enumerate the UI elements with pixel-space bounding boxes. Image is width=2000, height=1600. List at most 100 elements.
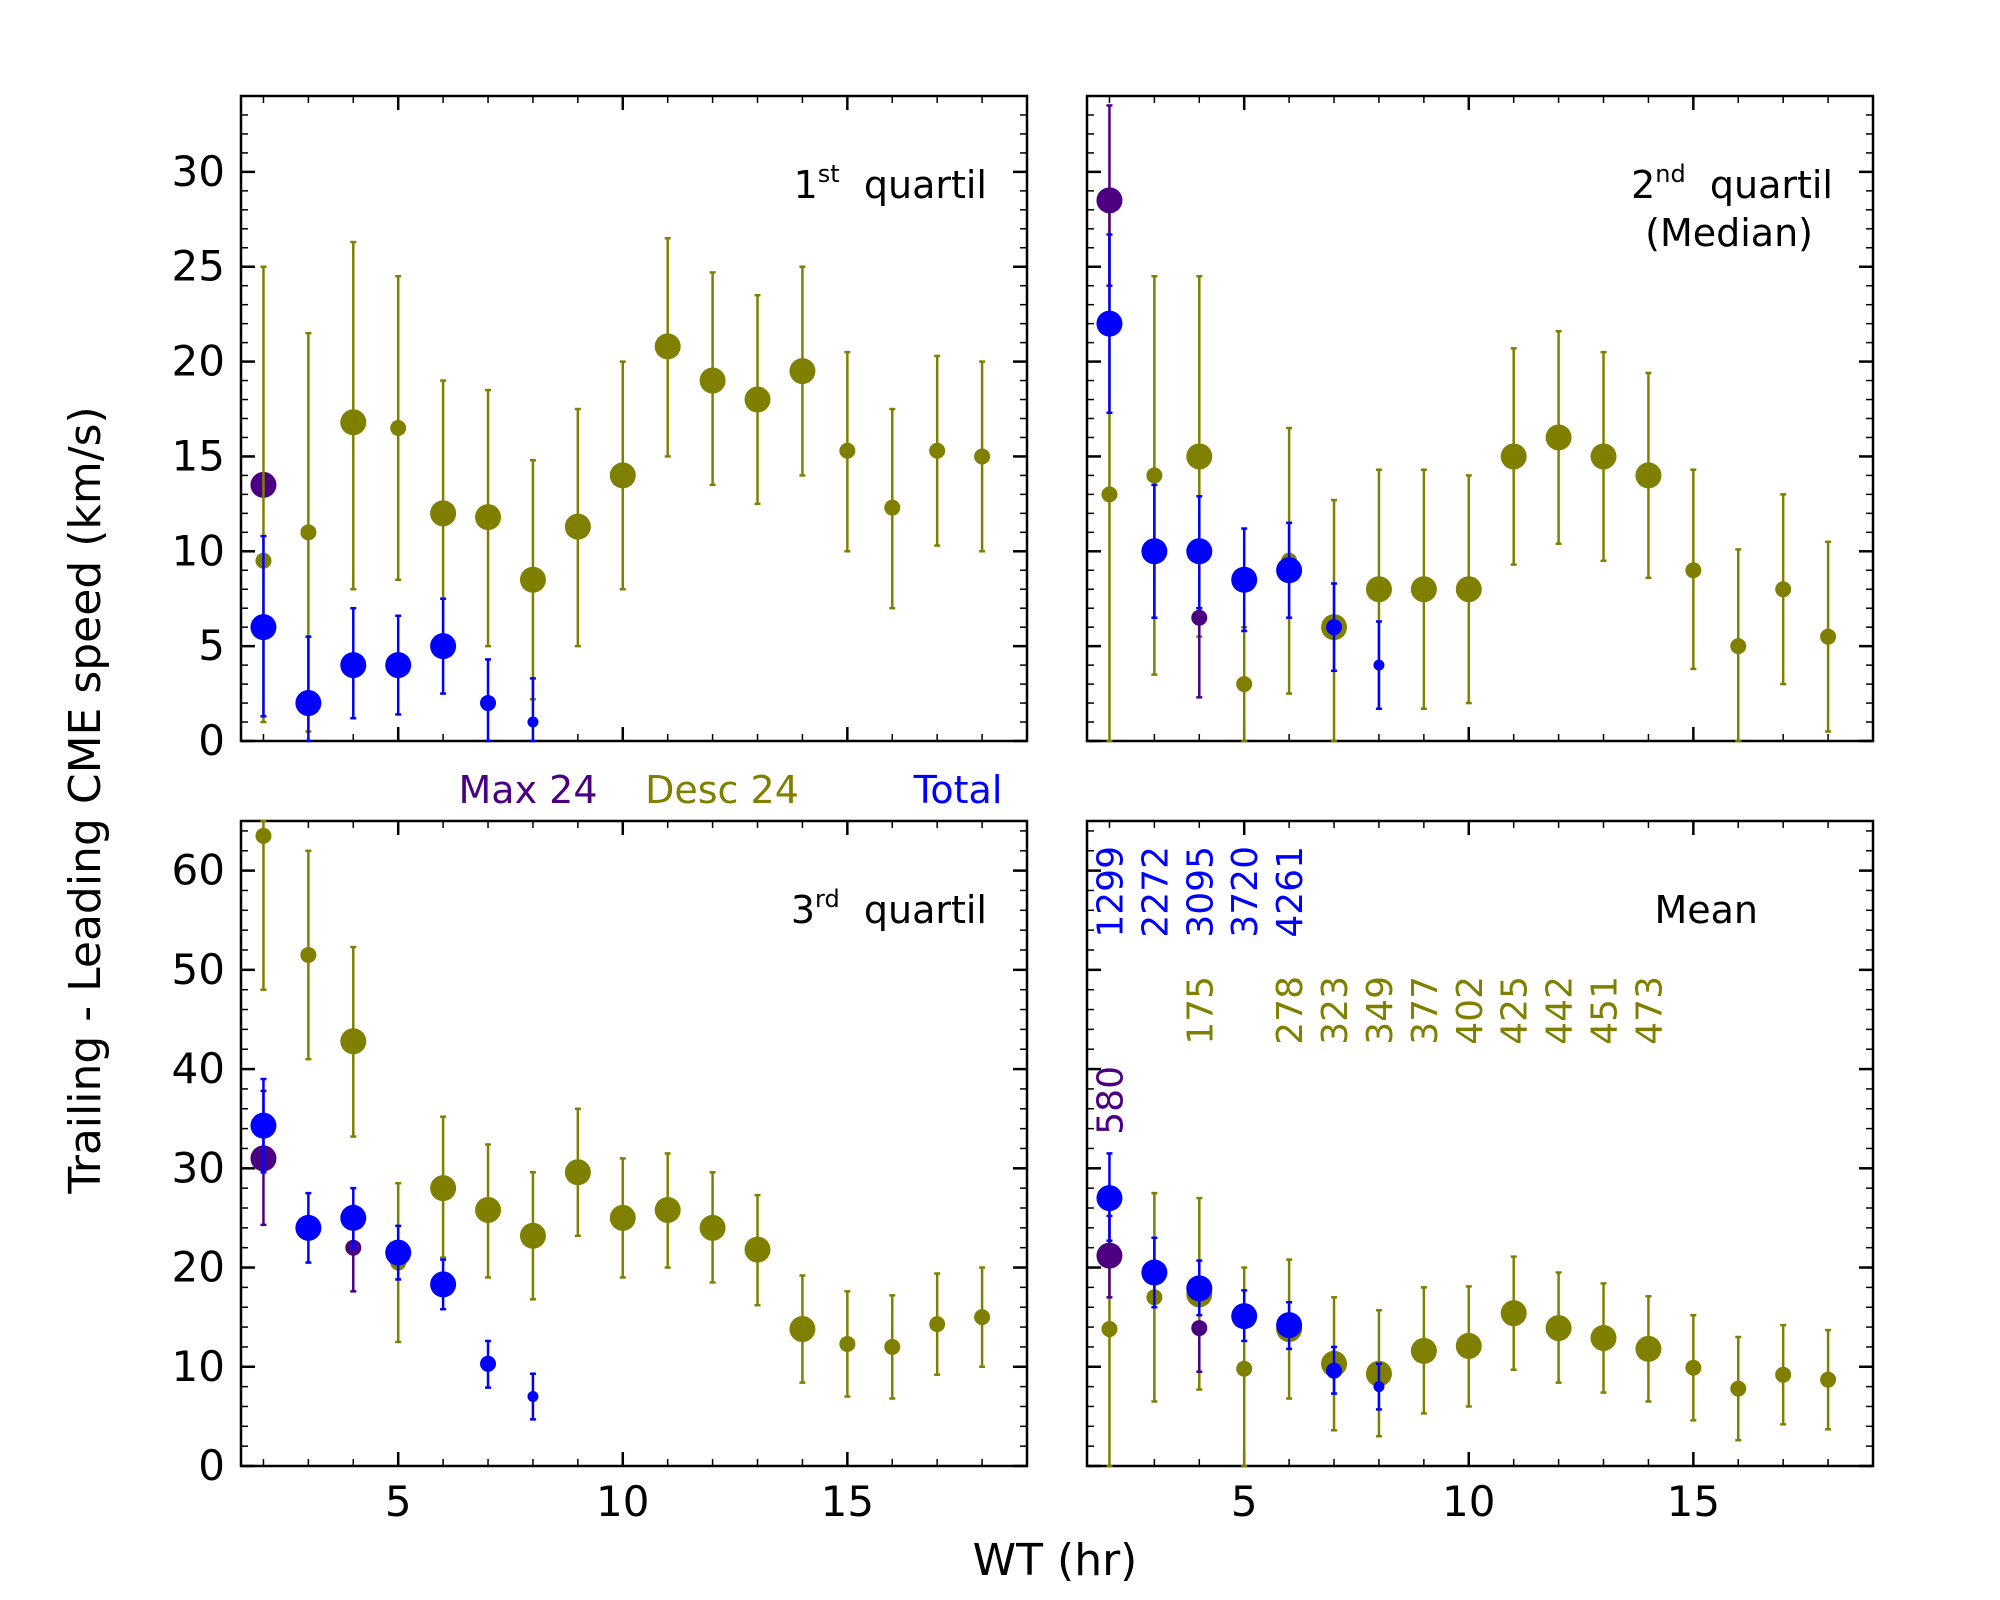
- data-point-desc24: [1730, 638, 1747, 655]
- y-tick-label: 30: [172, 1143, 225, 1192]
- panel-title: 2nd quartil: [1631, 160, 1833, 207]
- legend-desc24: Desc 24: [645, 768, 799, 812]
- x-tick-label: 5: [1231, 1477, 1258, 1526]
- data-point-desc24: [884, 1338, 901, 1355]
- plot-frame: [239, 819, 1029, 1468]
- data-point-total: [1231, 566, 1258, 593]
- data-point-total: [1276, 557, 1303, 584]
- y-tick-label: 10: [172, 526, 225, 575]
- data-point-desc24: [1500, 443, 1527, 470]
- data-point-max24: [1191, 609, 1208, 626]
- data-point-desc24: [300, 524, 317, 541]
- data-point-desc24: [1236, 1360, 1253, 1377]
- data-point-desc24: [1365, 576, 1392, 603]
- data-point-total: [430, 633, 457, 660]
- data-point-desc24: [1685, 1359, 1702, 1376]
- data-point-desc24: [564, 513, 591, 540]
- series-total: [250, 534, 539, 743]
- data-point-total: [340, 1204, 367, 1231]
- data-point-desc24: [974, 1309, 991, 1326]
- data-point-desc24: [1101, 486, 1118, 503]
- data-point-desc24: [1635, 1335, 1662, 1362]
- data-point-desc24: [744, 1236, 771, 1263]
- data-point-total: [295, 690, 322, 717]
- data-point-desc24: [519, 1222, 546, 1249]
- data-point-desc24: [1635, 462, 1662, 489]
- data-point-desc24: [519, 566, 546, 593]
- y-tick-label: 5: [198, 621, 225, 670]
- data-point-max24: [1096, 187, 1123, 214]
- count-annotation: 4261: [1270, 846, 1311, 938]
- data-point-desc24: [654, 333, 681, 360]
- y-tick-label: 20: [172, 1243, 225, 1292]
- data-point-desc24: [1236, 676, 1253, 693]
- count-annotation: 3095: [1180, 846, 1221, 938]
- series-total: [1096, 233, 1385, 710]
- data-point-desc24: [564, 1159, 591, 1186]
- panel-4: 5 10 15 Mean 1299 2272 3095 3720 4261 175 278 323 34…: [1085, 819, 1875, 1526]
- count-annotation: 377: [1405, 976, 1446, 1045]
- count-annotation: 349: [1360, 976, 1401, 1045]
- count-annotation: 1299: [1090, 846, 1131, 938]
- data-point-desc24: [1410, 576, 1437, 603]
- series-desc24: [255, 819, 991, 1400]
- data-point-desc24: [744, 386, 771, 413]
- data-point-desc24: [609, 462, 636, 489]
- data-point-total: [250, 1112, 277, 1139]
- data-point-desc24: [1410, 1337, 1437, 1364]
- data-point-total: [1186, 538, 1213, 565]
- data-point-total: [1096, 1185, 1123, 1212]
- data-point-desc24: [1186, 443, 1213, 470]
- x-tick-label: 10: [596, 1477, 649, 1526]
- count-annotation: 451: [1585, 976, 1626, 1045]
- series-total: [1096, 1152, 1385, 1411]
- data-point-desc24: [1590, 443, 1617, 470]
- data-point-desc24: [340, 1028, 367, 1055]
- y-tick-label: 30: [172, 147, 225, 196]
- data-point-desc24: [430, 1175, 457, 1202]
- count-annotation: 175: [1180, 976, 1221, 1045]
- data-point-desc24: [300, 946, 317, 963]
- panel-2: 2nd quartil(Median): [1085, 94, 1875, 743]
- data-point-total: [385, 652, 412, 679]
- data-point-total: [385, 1239, 412, 1266]
- panel-title: 1st quartil: [794, 160, 987, 207]
- data-point-total: [430, 1271, 457, 1298]
- count-annotation: 442: [1540, 976, 1581, 1045]
- data-point-desc24: [929, 442, 946, 459]
- y-tick-label: 25: [172, 242, 225, 291]
- data-point-desc24: [475, 504, 502, 531]
- data-point-desc24: [390, 419, 407, 436]
- y-tick-label: 50: [172, 945, 225, 994]
- series-desc24: [1101, 189, 1837, 743]
- series-max24: [1096, 104, 1208, 699]
- legend-max24: Max 24: [459, 768, 598, 812]
- data-point-desc24: [1590, 1324, 1617, 1351]
- count-annotation: 473: [1629, 976, 1670, 1045]
- data-point-desc24: [929, 1316, 946, 1333]
- data-point-total: [1326, 619, 1343, 636]
- data-point-desc24: [1545, 424, 1572, 451]
- data-point-desc24: [699, 1214, 726, 1241]
- data-point-desc24: [884, 499, 901, 516]
- data-point-total: [527, 1391, 539, 1403]
- data-point-total: [250, 614, 277, 641]
- data-point-desc24: [475, 1196, 502, 1223]
- data-point-total: [1141, 1259, 1168, 1286]
- data-point-desc24: [255, 827, 272, 844]
- count-annotation: 3720: [1225, 846, 1266, 938]
- panel-title: 3rd quartil: [791, 885, 987, 932]
- series-max24: [1096, 1214, 1208, 1373]
- count-annotation: 402: [1450, 976, 1491, 1045]
- data-point-desc24: [430, 500, 457, 527]
- y-tick-label: 60: [172, 846, 225, 895]
- data-point-desc24: [789, 358, 816, 385]
- panel-title: Mean: [1654, 888, 1758, 932]
- data-point-total: [1373, 659, 1385, 671]
- series-desc24: [1101, 1191, 1837, 1468]
- data-point-desc24: [340, 409, 367, 436]
- y-tick-label: 15: [172, 431, 225, 480]
- x-tick-label: 15: [821, 1477, 874, 1526]
- x-tick-label: 5: [385, 1477, 412, 1526]
- y-tick-label: 40: [172, 1044, 225, 1093]
